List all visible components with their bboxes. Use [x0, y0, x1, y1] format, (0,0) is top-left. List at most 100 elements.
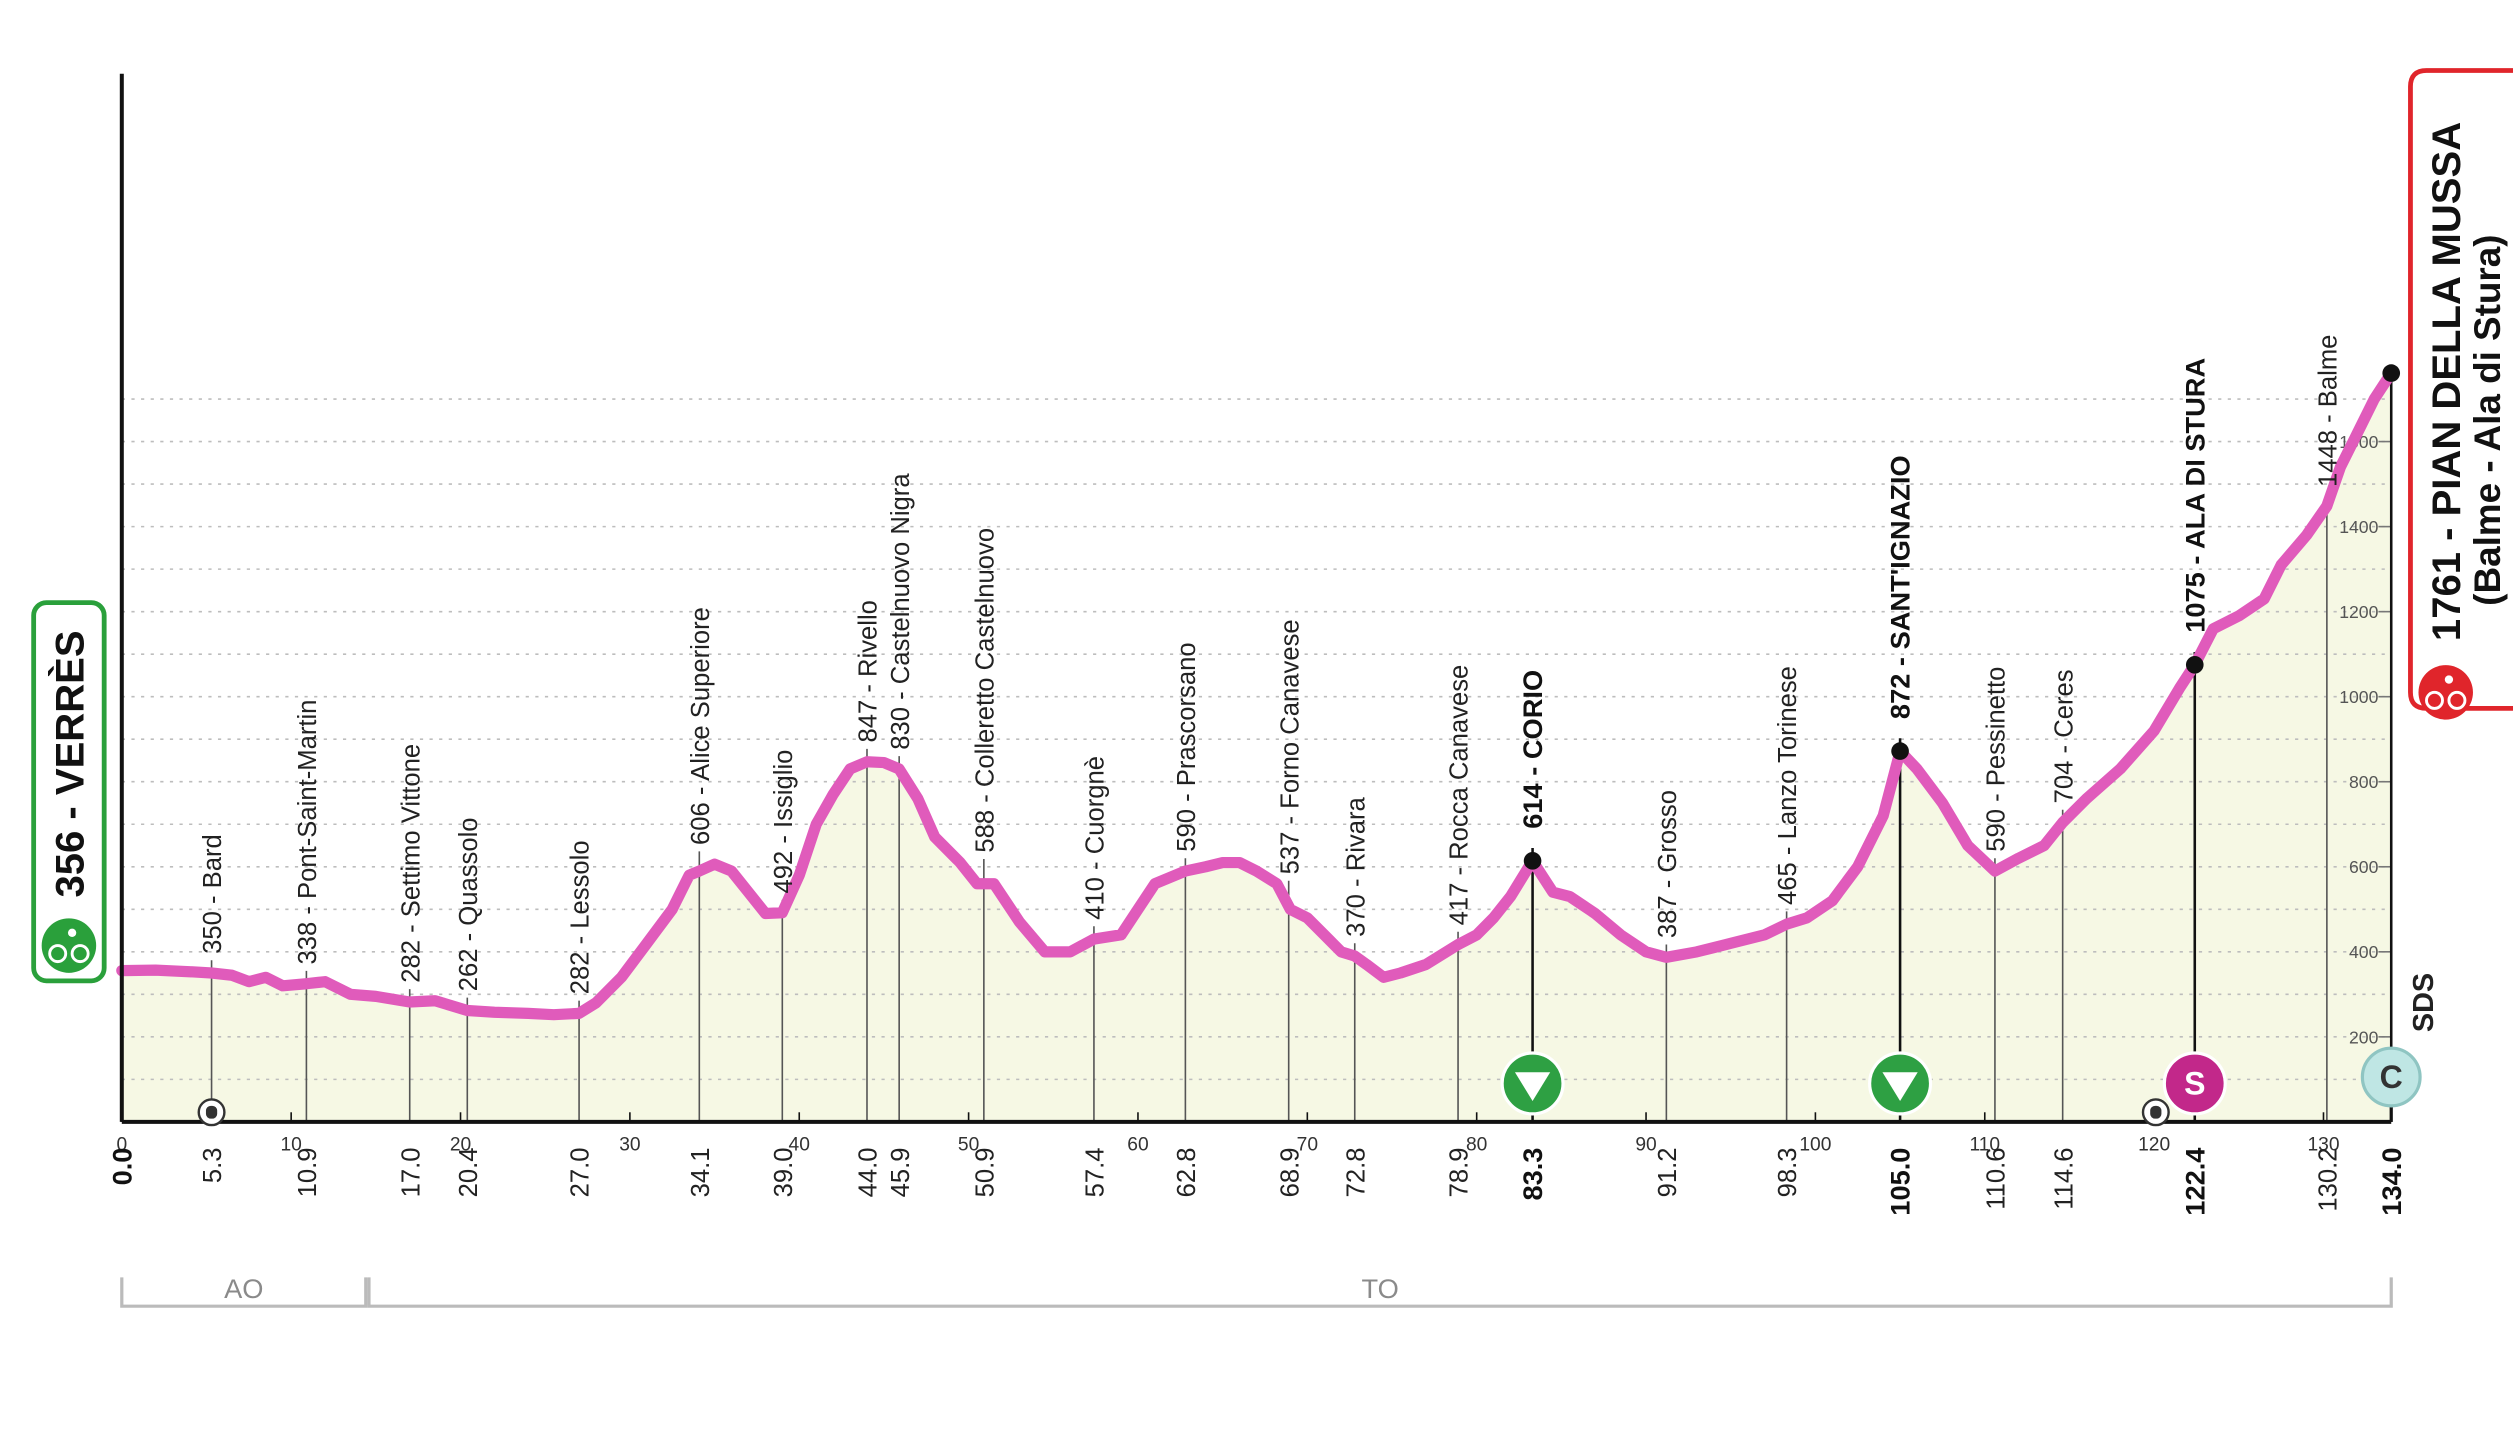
waypoint-label-19: 590 - Pessinetto	[1983, 667, 2011, 852]
waypoint-km-label-0: 5.3	[199, 1148, 227, 1184]
waypoint-label-22: 1448 - Balme	[2314, 335, 2342, 487]
waypoint-label-13: 370 - Rivara	[1342, 797, 1370, 937]
summit-dot-21	[2185, 655, 2204, 674]
sprint-icon	[2162, 1051, 2227, 1116]
km-tick-label-110: 110	[1969, 1135, 2000, 1156]
sprint-letter: S	[2184, 1066, 2205, 1102]
waypoint-label-8: 830 - Castelnuovo Nigra	[887, 473, 915, 750]
km-tick-label-120: 120	[2138, 1135, 2170, 1156]
finish-wheel-icon	[2447, 690, 2467, 710]
km-tick-label-0: 0	[116, 1135, 127, 1156]
waypoint-label-4: 282 - Lessolo	[567, 840, 595, 994]
region-label: TO	[1361, 1273, 1398, 1304]
km-tick-label-90: 90	[1635, 1135, 1656, 1156]
region-zone-1: TO	[367, 1273, 2393, 1308]
marker-sprint-2: S	[2162, 1051, 2227, 1116]
waypoint-label-9: 588 - Colleretto Castelnuovo	[971, 528, 999, 853]
region-label: AO	[224, 1273, 263, 1304]
altitude-tick-label-600: 600	[2349, 857, 2379, 877]
km-tick-label-100: 100	[1799, 1135, 1831, 1156]
waypoint-km-label-13: 72.8	[1342, 1148, 1370, 1198]
start-km-label: 0.0	[106, 1148, 137, 1186]
waypoint-km-label-8: 45.9	[887, 1148, 915, 1198]
waypoint-label-16: 387 - Grosso	[1654, 790, 1682, 938]
altitude-tick-label-800: 800	[2349, 772, 2379, 792]
waypoint-km-label-4: 27.0	[567, 1148, 595, 1198]
marker-feed-zone-1	[1868, 1051, 1933, 1116]
summit-dot-18	[1891, 742, 1909, 760]
start-rider-head-icon	[67, 928, 77, 937]
waypoint-km-label-18: 105.0	[1885, 1148, 1916, 1216]
region-bracket	[367, 1277, 2393, 1308]
km-tick-label-50: 50	[958, 1135, 979, 1156]
start-wheel-icon	[48, 944, 68, 964]
altitude-tick-label-1200: 1200	[2339, 602, 2378, 622]
waypoint-label-5: 606 - Alice Superiore	[687, 607, 715, 845]
profile-area-fill	[121, 373, 2392, 1122]
region-zone-0: AO	[120, 1273, 368, 1308]
waypoint-km-label-21: 122.4	[2179, 1148, 2210, 1216]
start-wheel-icon	[70, 944, 90, 964]
finish-label-sub: (Balme - Ala di Stura)	[2467, 234, 2508, 605]
waypoint-km-label-15: 83.3	[1517, 1148, 1548, 1201]
km-tick-label-60: 60	[1127, 1135, 1148, 1156]
altitude-tick-label-1400: 1400	[2339, 517, 2378, 537]
waypoint-label-14: 417 - Rocca Canavese	[1446, 665, 1474, 926]
waypoint-label-21: 1075 - ALA DI STURA	[2179, 358, 2210, 633]
waypoint-km-label-6: 39.0	[770, 1148, 798, 1198]
waypoint-km-label-2: 17.0	[397, 1148, 425, 1198]
feed-zone-arrow-icon	[1514, 1072, 1551, 1102]
finish-rider-head-icon	[2444, 675, 2454, 684]
waypoint-km-label-10: 57.4	[1082, 1148, 1110, 1198]
km-tick-label-80: 80	[1466, 1135, 1487, 1156]
finish-label-main: 1761 - PIAN DELLA MUSSA	[2425, 122, 2469, 641]
region-bracket	[120, 1277, 368, 1308]
waypoint-km-label-3: 20.4	[455, 1148, 483, 1198]
waypoint-km-label-9: 50.9	[971, 1148, 999, 1198]
waypoint-label-3: 262 - Quassolo	[455, 817, 483, 991]
km-tick-label-130: 130	[2307, 1135, 2339, 1156]
tunnel-inner-icon	[2150, 1105, 2162, 1119]
waypoint-label-18: 872 - SANT'IGNAZIO	[1885, 455, 1916, 719]
waypoint-label-1: 338 - Pont-Saint-Martin	[294, 700, 322, 965]
waypoint-label-6: 492 - Issiglio	[770, 750, 798, 894]
finish-box: 1761 - PIAN DELLA MUSSA(Balme - Ala di S…	[2408, 68, 2513, 720]
tunnel-inner-icon	[205, 1105, 218, 1119]
start-cyclist-icon	[41, 918, 97, 973]
marker-climb-category-3: C	[2360, 1046, 2422, 1108]
waypoint-km-label-12: 68.9	[1276, 1148, 1304, 1198]
finish-wheel-icon	[2425, 690, 2444, 710]
waypoint-km-label-22: 130.2	[2314, 1148, 2342, 1212]
start-box: 356 - VERRÈS	[31, 600, 107, 984]
feed-zone-arrow-icon	[1882, 1072, 1918, 1102]
tunnel-marker-0	[197, 1098, 226, 1127]
waypoint-label-12: 537 - Forno Canavese	[1276, 619, 1304, 874]
finish-cyclist-icon	[2418, 665, 2473, 720]
waypoint-label-20: 704 - Ceres	[2050, 669, 2078, 803]
waypoint-km-label-19: 110.6	[1983, 1148, 2011, 1210]
waypoint-km-label-11: 62.8	[1173, 1148, 1201, 1198]
start-label: 356 - VERRÈS	[47, 630, 92, 897]
km-tick-label-20: 20	[450, 1135, 471, 1156]
elevation-profile-line	[116, 367, 2397, 1021]
waypoint-km-label-17: 98.3	[1774, 1148, 1802, 1198]
finish-km-label: 134.0	[2376, 1148, 2407, 1216]
km-tick-label-10: 10	[280, 1135, 301, 1156]
finish-dot	[2382, 364, 2401, 382]
waypoint-label-7: 847 - Rivello	[855, 600, 883, 742]
waypoint-km-label-16: 91.2	[1654, 1148, 1682, 1198]
summit-dot-15	[1523, 852, 1542, 870]
waypoint-label-17: 465 - Lanzo Torinese	[1774, 666, 1802, 905]
climb-category-letter: C	[2380, 1059, 2403, 1095]
altitude-tick-label-400: 400	[2349, 942, 2379, 962]
finish-box-frame	[2408, 68, 2513, 711]
waypoint-label-10: 410 - Cuorgnè	[1082, 756, 1110, 920]
km-tick-label-30: 30	[619, 1135, 640, 1156]
waypoint-label-11: 590 - Prascorsano	[1173, 642, 1201, 851]
km-tick-label-70: 70	[1297, 1135, 1318, 1156]
waypoint-km-label-7: 44.0	[855, 1148, 883, 1198]
sds-logo: SDS	[2408, 973, 2440, 1032]
km-tick-label-40: 40	[789, 1135, 810, 1156]
altitude-tick-label-200: 200	[2349, 1027, 2379, 1047]
